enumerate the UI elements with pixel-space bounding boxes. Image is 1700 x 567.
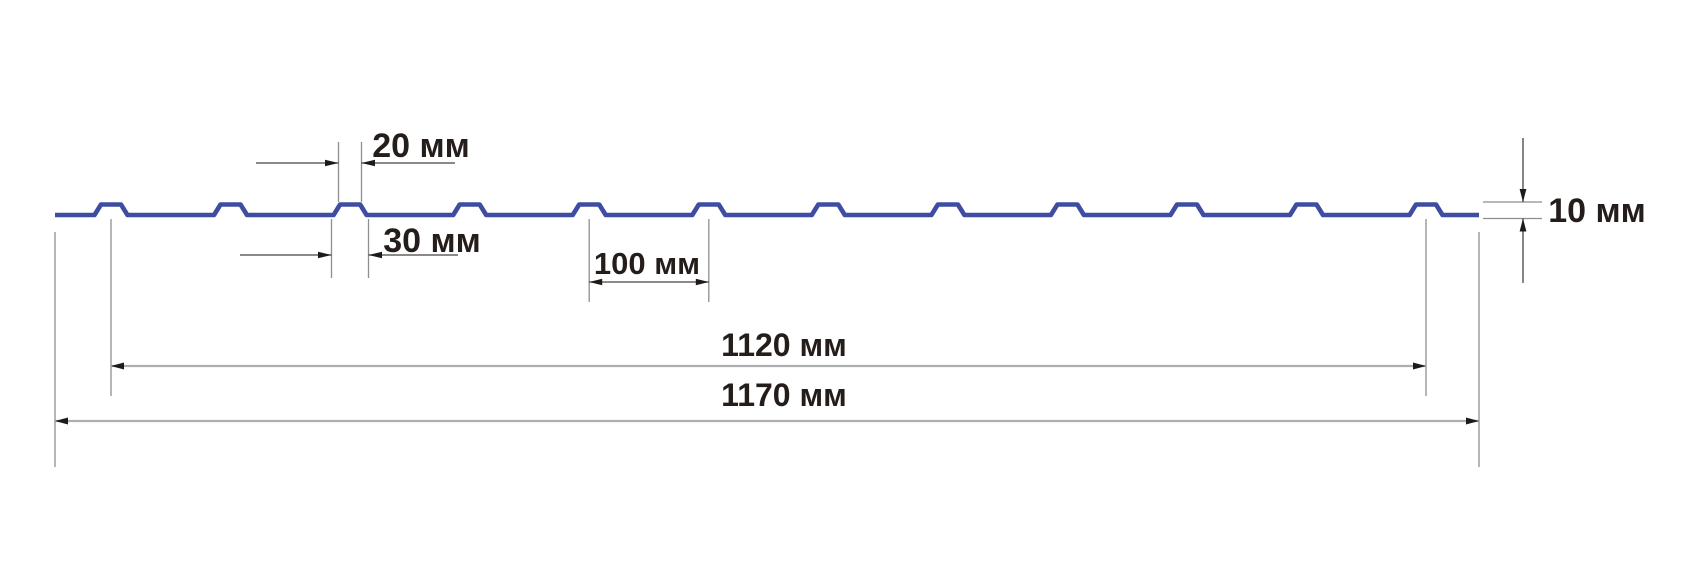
- sheet-profile-line: [55, 202, 1479, 218]
- arrowhead-left-icon: [589, 278, 603, 286]
- dim-label-cover-width: 1120 мм: [721, 327, 847, 363]
- arrowhead-left-icon: [55, 417, 68, 425]
- dim-label-overall-width: 1170 мм: [721, 377, 847, 413]
- dimension-cover-width: 1120 мм: [110, 219, 1427, 396]
- arrowhead-right-icon: [325, 159, 339, 167]
- arrowhead-left-icon: [368, 251, 382, 259]
- dim-label-profile-height: 10 мм: [1548, 192, 1646, 230]
- arrowhead-right-icon: [695, 278, 709, 286]
- arrowhead-left-icon: [361, 159, 375, 167]
- dimension-rib-pitch: 100 мм: [588, 219, 710, 302]
- dimension-rib-top-width: 20 мм: [256, 127, 470, 202]
- arrowhead-right-icon: [318, 251, 332, 259]
- dimension-overall-width: 1170 мм: [54, 232, 1480, 467]
- dim-label-rib-top-width: 20 мм: [372, 127, 470, 165]
- dimension-rib-base-width: 30 мм: [240, 219, 481, 278]
- arrowhead-right-icon: [1466, 417, 1479, 425]
- arrowhead-left-icon: [111, 362, 124, 370]
- dim-label-rib-base-width: 30 мм: [383, 222, 481, 260]
- dim-label-rib-pitch: 100 мм: [594, 246, 700, 281]
- dimension-profile-height: 10 мм: [1483, 138, 1646, 283]
- arrowhead-up-icon: [1519, 218, 1527, 232]
- arrowhead-down-icon: [1519, 189, 1527, 202]
- arrowhead-right-icon: [1413, 362, 1426, 370]
